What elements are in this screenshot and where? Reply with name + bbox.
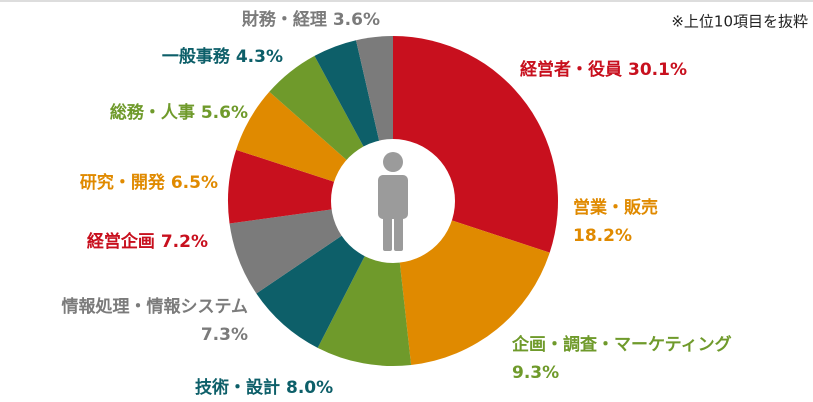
value-label: 7.2%: [161, 232, 208, 252]
slice-label: 経営企画 7.2%: [87, 231, 208, 252]
value-label: 8.0%: [286, 378, 333, 398]
category-label: 研究・開発: [80, 172, 166, 193]
value-label: 4.3%: [236, 47, 283, 67]
category-label: 経営企画: [87, 231, 155, 252]
slice-label: 情報処理・情報システム 7.3%: [62, 296, 249, 345]
value-label: 9.3%: [512, 363, 559, 383]
slice-label: 企画・調査・マーケティング 9.3%: [511, 334, 732, 383]
value-label: 6.5%: [171, 173, 218, 193]
annotation: ※上位10項目を抜粋: [671, 13, 808, 31]
category-label: 一般事務: [162, 46, 231, 67]
category-label: 情報処理・情報システム: [62, 296, 249, 317]
category-label: 企画・調査・マーケティング: [511, 334, 732, 355]
value-label: 3.6%: [333, 10, 380, 30]
slice-label: 財務・経理 3.6%: [241, 9, 380, 30]
category-label: 技術・設計: [195, 377, 280, 398]
slice-label: 技術・設計 8.0%: [195, 377, 333, 398]
slice-label: 総務・人事 5.6%: [110, 102, 248, 123]
value-label: 30.1%: [628, 60, 687, 80]
value-label: 7.3%: [201, 325, 248, 345]
value-label: 5.6%: [201, 103, 248, 123]
category-label: 総務・人事: [110, 102, 195, 123]
slice-label: 一般事務 4.3%: [162, 46, 283, 67]
person-icon: [378, 152, 408, 251]
slice-label: 営業・販売 18.2%: [573, 197, 658, 246]
category-label: 財務・経理: [241, 9, 327, 30]
category-label: 営業・販売: [573, 197, 658, 218]
category-label: 経営者・役員: [520, 59, 622, 80]
slice-label: 経営者・役員 30.1%: [520, 59, 687, 80]
slice-label: 研究・開発 6.5%: [80, 172, 218, 193]
value-label: 18.2%: [573, 226, 632, 246]
